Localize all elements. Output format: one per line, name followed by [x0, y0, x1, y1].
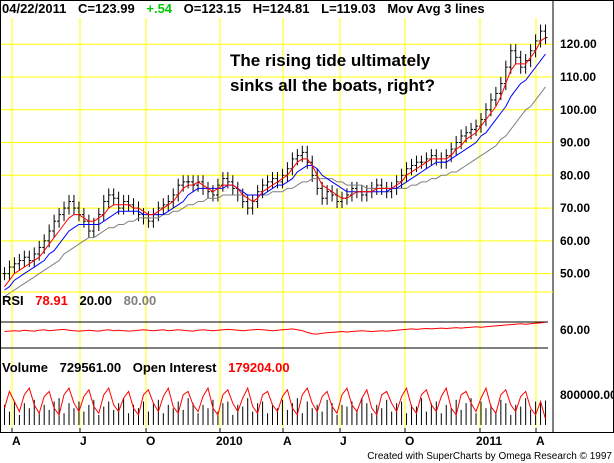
rsi-label: RSI [2, 293, 24, 308]
rsi-tick-label: 60.00 [560, 323, 590, 337]
ma-long-line [4, 86, 546, 298]
price-tick-label-6: 60.00 [560, 234, 590, 248]
price-bar [528, 44, 533, 68]
price-bar [2, 267, 7, 281]
rsi-lower: 20.00 [79, 293, 112, 308]
price-bar [493, 86, 498, 107]
header-change: +.54 [146, 1, 172, 16]
price-bar [12, 257, 17, 274]
price-bar [255, 185, 260, 209]
price-tick-label-0: 120.00 [560, 37, 597, 51]
price-bar [62, 201, 67, 222]
price-bar [22, 250, 27, 268]
x-tick-label-8: A [536, 434, 545, 448]
ma-short-line [4, 37, 546, 288]
price-tick-label-2: 100.00 [560, 103, 597, 117]
price-bar [57, 208, 62, 228]
price-bar [225, 172, 230, 189]
rsi-line [4, 321, 546, 335]
volume-label: Volume [2, 360, 48, 375]
annotation-line-2: sinks all the boats, right? [230, 76, 435, 95]
price-bar [52, 214, 57, 238]
ma-medium-line [4, 53, 546, 291]
header-close: C=123.99 [78, 1, 135, 16]
volume-value: 729561.00 [60, 360, 121, 375]
credit-text: Created with SuperCharts by Omega Resear… [367, 451, 612, 462]
volume-tick-label: 800000.00 [560, 388, 614, 402]
price-tick-label-5: 70.00 [560, 201, 590, 215]
x-tick-label-1: J [80, 434, 87, 448]
price-bar [419, 155, 424, 169]
price-bar [508, 44, 513, 74]
x-tick-label-6: O [405, 434, 414, 448]
x-tick-label-4: A [283, 434, 292, 448]
price-bar [513, 44, 518, 64]
rsi-value: 78.91 [35, 293, 68, 308]
price-tick-label-1: 110.00 [560, 70, 596, 84]
grid-lines [0, 0, 554, 432]
x-tick-label-3: 2010 [216, 434, 243, 448]
open-interest-label: Open Interest [133, 360, 217, 375]
price-bar [320, 181, 325, 205]
annotation-line-1: The rising tide ultimately [230, 51, 431, 70]
price-panel: 120.00 110.00 100.00 90.00 80.00 70.00 60.00 50… [2, 24, 597, 298]
price-bar [111, 188, 116, 205]
price-bar [305, 145, 310, 169]
rsi-header: RSI 78.91 20.00 80.00 [2, 293, 156, 308]
price-bar [543, 24, 548, 45]
price-bar [518, 50, 523, 74]
header-low: L=119.03 [321, 1, 376, 16]
header-high: H=124.81 [253, 1, 310, 16]
open-interest-value: 179204.00 [228, 360, 289, 375]
price-tick-label-3: 90.00 [560, 136, 590, 150]
price-bar [67, 194, 72, 215]
volume-header: Volume 729561.00 Open Interest 179204.00 [2, 360, 290, 375]
price-axis-ticks: 120.00 110.00 100.00 90.00 80.00 70.00 60.00 50… [560, 37, 597, 280]
x-tick-label-7: 2011 [476, 434, 502, 448]
price-bar [17, 253, 22, 271]
x-tick-label-2: O [146, 434, 155, 448]
rsi-upper: 80.00 [124, 293, 157, 308]
price-tick-label-4: 80.00 [560, 168, 590, 182]
header-open: O=123.15 [184, 1, 241, 16]
x-axis-ticks: A J O 2010 A J O 2011 A [11, 428, 545, 448]
price-bar [7, 260, 12, 281]
price-bar [106, 188, 111, 209]
price-bar [310, 155, 315, 182]
x-tick-label-5: J [340, 434, 347, 448]
price-tick-label-7: 50.00 [560, 267, 590, 281]
price-bar [186, 175, 191, 189]
price-bar [71, 194, 76, 215]
x-tick-label-0: A [12, 434, 21, 448]
header-study: Mov Avg 3 lines [387, 1, 484, 16]
open-interest-line [4, 386, 546, 420]
header-date: 04/22/2011 [2, 1, 66, 16]
header-line: 04/22/2011 C=123.99 +.54 O=123.15 H=124.… [2, 1, 485, 16]
